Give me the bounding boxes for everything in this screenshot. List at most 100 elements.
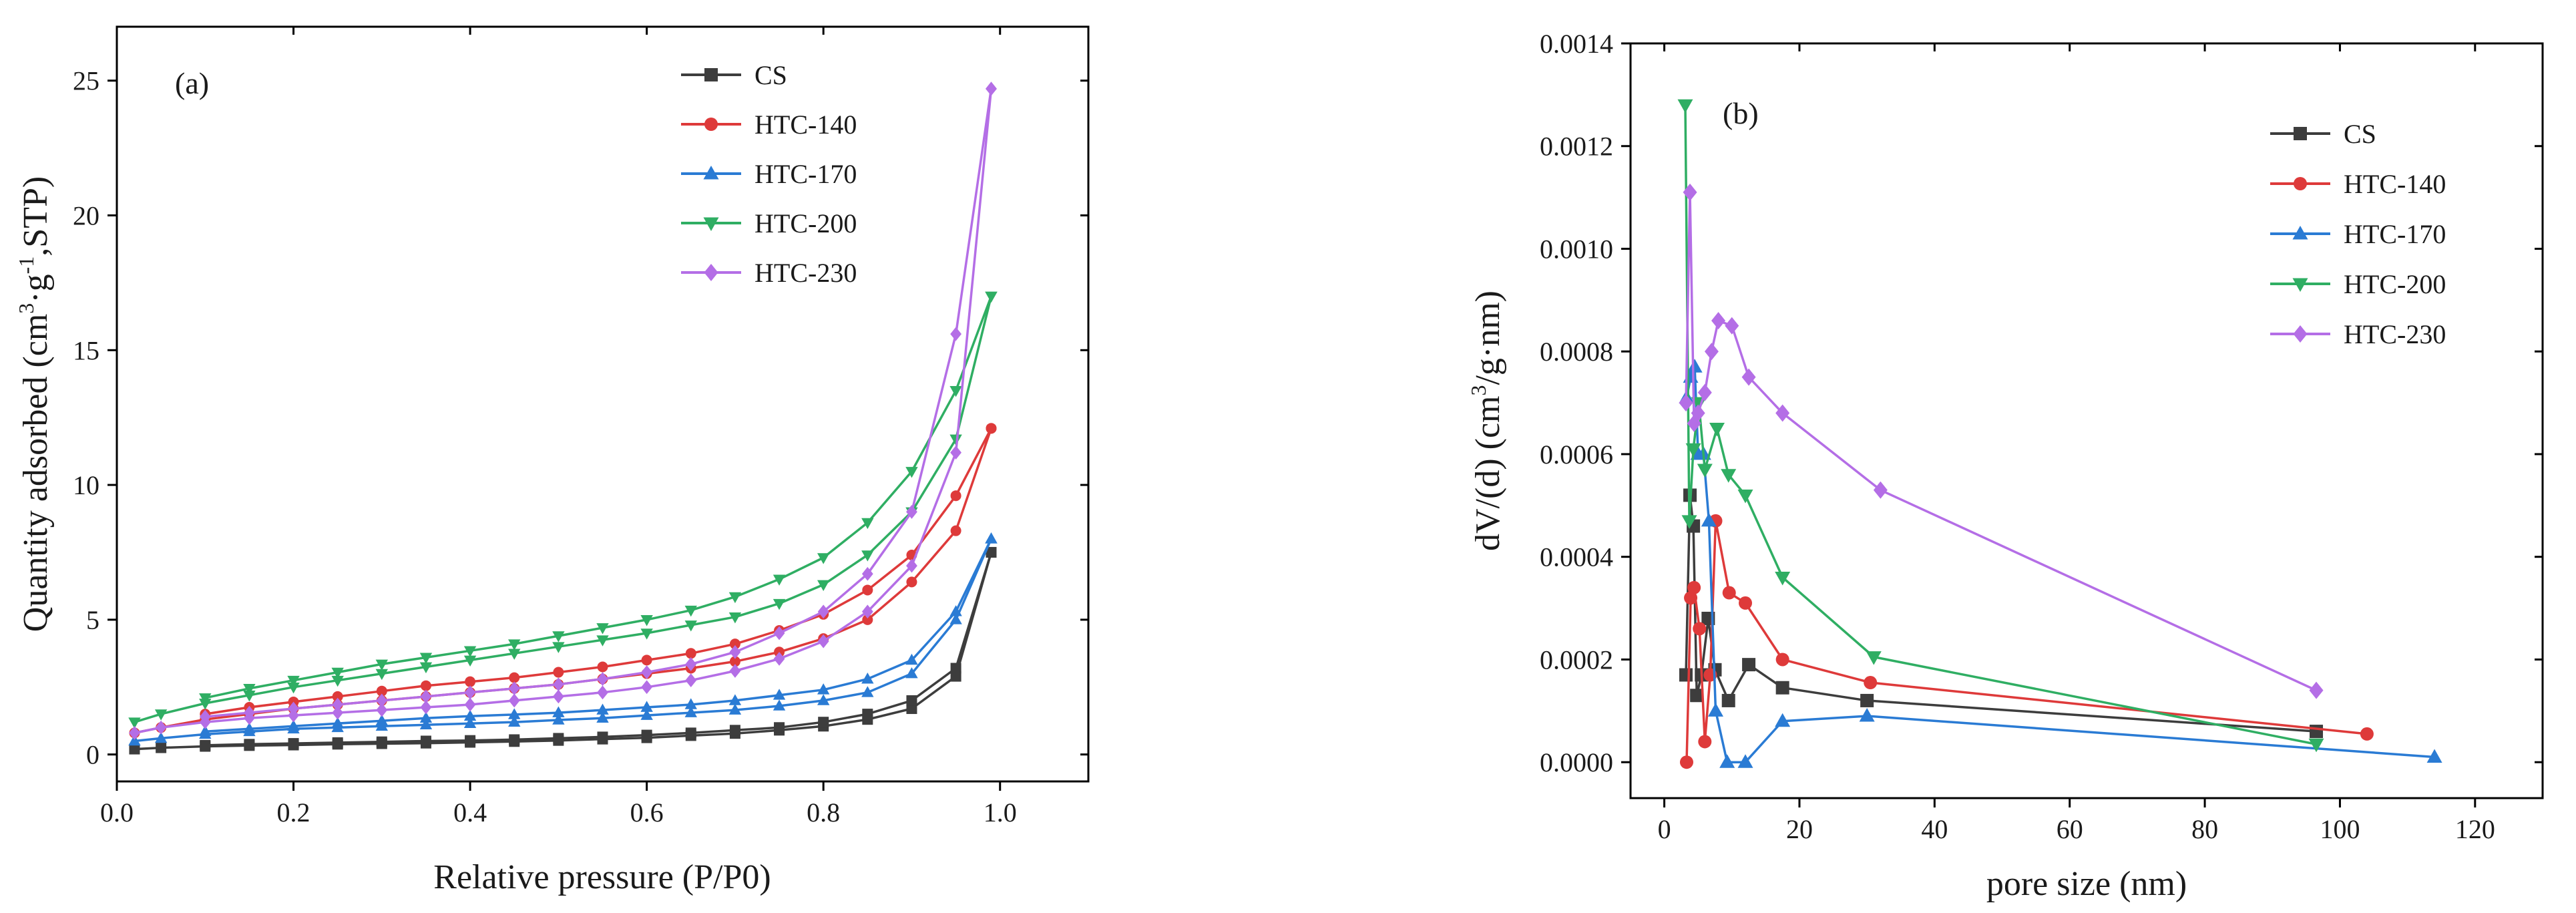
chart-b-htc-200-distribution-point xyxy=(1685,443,1701,458)
chart-b-htc-140-distribution-point xyxy=(1775,653,1789,667)
chart-a-htc-230-desorption-point xyxy=(986,81,997,96)
chart-a-htc-200-desorption-point xyxy=(949,386,962,397)
chart-a-htc-230-adsorption-point xyxy=(508,693,520,708)
chart-a-htc-170-adsorption-point xyxy=(773,699,786,711)
chart-a-plot-area xyxy=(128,81,998,755)
chart-b-legend: CS HTC-140 HTC-170 HTC-200 HTC-230 xyxy=(2270,119,2446,349)
chart-a-htc-230-adsorption-point xyxy=(129,725,140,740)
chart-a-htc-230-adsorption-point xyxy=(906,558,917,573)
chart-a-htc-170-adsorption-point xyxy=(949,613,962,624)
chart-a-htc-230-adsorption-point xyxy=(861,604,873,619)
chart-b-legend-swatch-marker xyxy=(2294,177,2307,190)
chart-b-ylabel-part2: /g·nm) xyxy=(1469,291,1507,385)
chart-a-legend-item-htc-170: HTC-170 xyxy=(681,159,857,189)
chart-a-legend-label: HTC-170 xyxy=(755,159,857,189)
chart-b-legend-item-htc-230: HTC-230 xyxy=(2270,319,2446,349)
chart-a-htc-170-desorption-point xyxy=(375,714,389,725)
chart-a-htc-230-adsorption-point xyxy=(420,700,432,715)
chart-b-htc-200-distribution-point xyxy=(1681,515,1697,529)
chart-a-htc-170-desorption-point xyxy=(640,701,653,712)
chart-b-htc-230-distribution-point xyxy=(1725,317,1739,335)
chart-a-htc-170-desorption-point xyxy=(684,698,697,709)
chart-a-y-tick-label: 0 xyxy=(86,740,99,770)
chart-b-legend-swatch-marker xyxy=(2293,325,2308,343)
chart-a-series-htc-200 xyxy=(128,291,998,729)
chart-a-cs-desorption-point xyxy=(597,731,608,743)
chart-a-htc-170-desorption-point xyxy=(243,722,256,734)
chart-a-htc-200-desorption-point xyxy=(463,646,477,657)
chart-b-x-tick-label: 60 xyxy=(2057,814,2083,844)
chart-a-panel-label: (a) xyxy=(175,66,209,100)
chart-b-cs-distribution-point xyxy=(1860,693,1874,707)
chart-a-htc-170-adsorption-point xyxy=(728,703,742,715)
chart-a-htc-230-adsorption-point xyxy=(817,634,829,649)
chart-b-y-tick-label: 0.0002 xyxy=(1540,645,1613,675)
chart-a-htc-140-desorption-point xyxy=(376,685,387,697)
chart-a-htc-200-adsorption-point xyxy=(861,550,874,562)
chart-a-htc-170-desorption-point xyxy=(287,719,300,731)
chart-a-htc-230-adsorption-point xyxy=(464,697,476,712)
chart-a-series-cs xyxy=(129,546,997,755)
chart-a-cs-desorption-point xyxy=(685,727,696,739)
chart-a-htc-140-desorption-point xyxy=(465,676,476,687)
chart-b-ylabel-sup1: 3 xyxy=(1466,385,1490,396)
chart-a-y-tick-label: 25 xyxy=(73,66,99,96)
chart-a-htc-140-desorption-point xyxy=(862,584,873,596)
chart-a-legend-swatch-marker xyxy=(703,217,719,231)
chart-a-htc-140-adsorption-point xyxy=(906,576,917,588)
chart-a-htc-200-adsorption-point xyxy=(949,434,962,446)
chart-a-series-htc-230 xyxy=(129,81,997,740)
chart-b-htc-200-distribution-point xyxy=(1775,571,1791,586)
chart-a-htc-170-desorption-point xyxy=(331,717,344,729)
chart-a-htc-200-adsorption-point xyxy=(684,620,697,632)
chart-b-htc-170-distribution-point xyxy=(2426,749,2442,763)
chart-a-htc-230-desorption-point xyxy=(288,701,299,716)
chart-a-legend-item-htc-200: HTC-200 xyxy=(681,208,857,238)
chart-a-cs-desorption-point xyxy=(641,729,652,741)
chart-b-htc-200-distribution-point xyxy=(1709,423,1725,437)
chart-a-htc-230-desorption-point xyxy=(641,665,653,679)
chart-a-htc-140-desorption-point xyxy=(553,667,564,678)
chart-a-cs-desorption-point xyxy=(420,735,431,747)
chart-a-htc-170-adsorption-point xyxy=(684,706,697,717)
chart-a-cs-desorption-point xyxy=(553,733,564,744)
chart-b-legend-label: HTC-230 xyxy=(2344,319,2446,349)
chart-a-htc-230-desorption-point xyxy=(597,672,608,687)
chart-a-htc-230-desorption-line xyxy=(205,88,993,718)
chart-a-legend-label: HTC-140 xyxy=(755,110,857,140)
chart-a-y-tick-label: 20 xyxy=(73,201,99,231)
chart-a-htc-200-desorption-point xyxy=(596,623,609,634)
chart-b-x-axis-title: pore size (nm) xyxy=(1986,865,2187,903)
chart-b-x-tick-label: 0 xyxy=(1658,814,1671,844)
chart-a-htc-200-adsorption-point xyxy=(287,682,300,694)
chart-a-legend-item-htc-230: HTC-230 xyxy=(681,258,857,288)
chart-b-htc-230-distribution-point xyxy=(2309,681,2324,699)
chart-a-x-tick-label: 0.0 xyxy=(100,797,134,828)
chart-a-cs-desorption-point xyxy=(288,738,299,749)
chart-a-htc-140-adsorption-point xyxy=(862,614,873,625)
chart-a-x-tick-label: 1.0 xyxy=(984,797,1017,828)
chart-b-htc-140-distribution-point xyxy=(2360,727,2374,741)
chart-a-legend-swatch-marker xyxy=(704,68,718,81)
chart-a-legend-swatch-marker xyxy=(704,118,718,131)
chart-a-htc-140-adsorption-point xyxy=(950,525,961,536)
chart-a-htc-140-adsorption-point xyxy=(729,656,740,667)
chart-b-y-tick-label: 0.0010 xyxy=(1540,234,1613,264)
chart-a-legend-swatch-marker xyxy=(703,166,719,180)
chart-b-legend-label: HTC-140 xyxy=(2344,169,2446,199)
chart-b-htc-200-distribution-point xyxy=(1721,469,1737,483)
chart-b-htc-230-distribution-point xyxy=(1683,183,1697,201)
chart-b-legend-label: CS xyxy=(2344,119,2376,149)
chart-b-cs-distribution-point xyxy=(1742,658,1756,672)
chart-b-panel-label: (b) xyxy=(1723,96,1759,130)
chart-a-htc-170-adsorption-point xyxy=(508,715,521,727)
chart-a-htc-140-desorption-point xyxy=(420,680,431,691)
chart-a-legend: CS HTC-140 HTC-170 HTC-200 HTC-230 xyxy=(681,60,857,288)
chart-b-cs-distribution-point xyxy=(1721,693,1735,707)
chart-b-series-htc-230 xyxy=(1679,183,2324,699)
chart-b-htc-200-distribution-point xyxy=(2308,738,2324,753)
chart-a-cs-desorption-point xyxy=(465,735,476,746)
chart-a-cs-desorption-point xyxy=(200,739,211,751)
chart-b-htc-230-distribution-point xyxy=(1679,394,1693,412)
